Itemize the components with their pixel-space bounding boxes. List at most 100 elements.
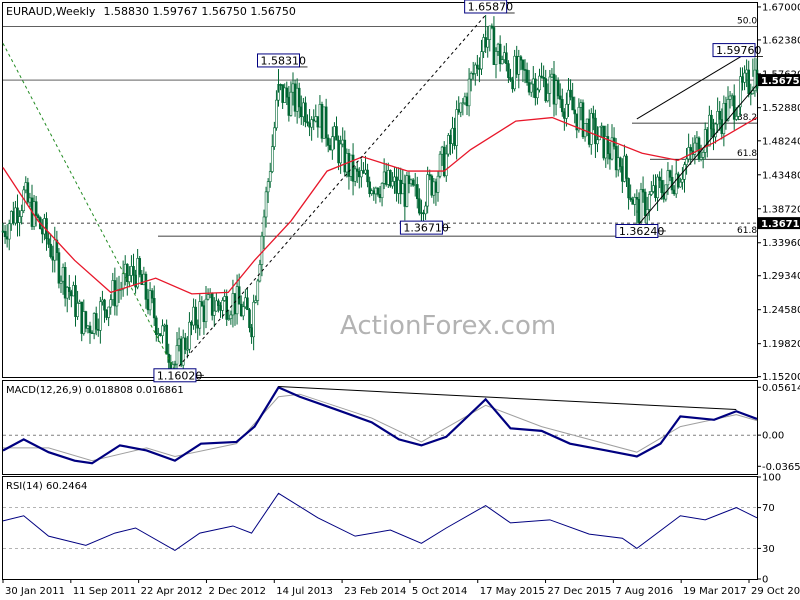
candle-body [741,76,744,83]
candle-body [469,73,473,80]
candle-body [697,137,701,160]
candle-body [70,291,73,297]
candle-body [540,75,543,78]
candle-body [67,287,71,292]
candle-body [616,157,620,171]
candle-body [405,175,409,207]
candle-body [177,338,181,346]
candle-body [683,164,686,180]
candle-body [353,168,357,182]
price-tag-label: 1.36710 [761,219,800,230]
candle-body [331,136,334,151]
candle-body [674,173,678,195]
symbol-label: EURAUD,Weekly [6,5,96,18]
candle-body [146,299,150,311]
swing-label: 1.36240 [619,225,665,238]
ohlc-values: 1.58830 1.59767 1.56750 1.56750 [103,5,295,18]
candle-body [72,285,75,297]
candle-body [186,348,189,351]
candle-body [401,183,405,195]
candle-body [225,296,229,320]
candle-body [202,305,206,323]
candle-body [629,197,632,200]
candle-body [295,87,299,112]
candle-body [571,96,574,111]
candle-body [55,239,59,253]
candle-body [517,56,521,75]
candle-body [150,290,154,299]
candle-body [424,205,427,215]
candle-body [24,182,28,191]
price-axis-label: 1.24580 [762,305,800,316]
candle-body [509,77,512,81]
candle-body [219,305,222,311]
candle-body [41,228,44,235]
candle-body [459,102,463,113]
candle-body [695,137,699,144]
candle-body [739,76,742,108]
candle-body [285,87,289,98]
candle-body [275,99,278,129]
price-tag-label: 1.56750 [761,76,800,87]
candle-body [233,293,237,315]
candle-body [544,78,548,102]
candle-body [635,197,639,200]
candle-body [701,152,705,158]
candle-body [239,303,243,317]
candle-body [467,78,471,107]
price-axis-label: 1.38720 [762,204,800,215]
candle-body [515,55,519,75]
candle-body [5,236,9,240]
candle-body [181,337,185,366]
candle-body [248,309,251,328]
candle-body [389,170,392,187]
candle-body [496,43,500,52]
candle-body [449,135,452,144]
candle-body [523,69,527,71]
candle-body [382,171,386,184]
candle-body [550,73,554,78]
candle-body [229,314,233,319]
candle-body [270,146,274,172]
candle-body [598,126,601,141]
date-axis-label: 7 Aug 2016 [615,586,673,597]
date-axis-label: 30 Jan 2011 [5,586,65,597]
candle-body [569,89,572,98]
candle-body [666,170,670,186]
candle-body [306,121,309,124]
macd-axis-label: 0.00 [762,431,784,442]
candle-body [343,139,347,173]
candle-body [94,313,98,330]
candle-body [384,171,388,185]
candle-body [244,297,247,308]
candle-body [287,96,291,116]
candle-body [710,114,713,130]
candle-body [223,296,226,301]
candle-body [513,55,516,90]
trend-line [174,14,487,372]
price-axis-label: 1.33960 [762,238,800,249]
date-axis-label: 14 Jul 2013 [276,586,333,597]
candle-body [159,333,162,336]
candle-body [152,297,156,319]
candle-body [111,280,115,300]
macd-axis-label: -0.036548 [762,462,800,473]
candle-body [63,267,67,299]
candle-body [84,311,88,329]
candle-body [637,198,641,223]
candle-body [347,153,351,177]
candle-body [621,166,624,182]
candle-body [12,211,15,224]
candle-body [716,111,719,125]
candle-body [676,173,680,188]
candle-body [65,287,69,299]
candle-body [403,183,407,207]
candle-body [221,300,224,311]
candle-body [734,115,738,120]
candle-body [227,318,231,320]
candle-body [125,263,129,283]
candle-body [9,211,13,225]
candle-body [558,95,562,100]
candle-body [434,181,438,193]
candle-body [430,175,434,196]
